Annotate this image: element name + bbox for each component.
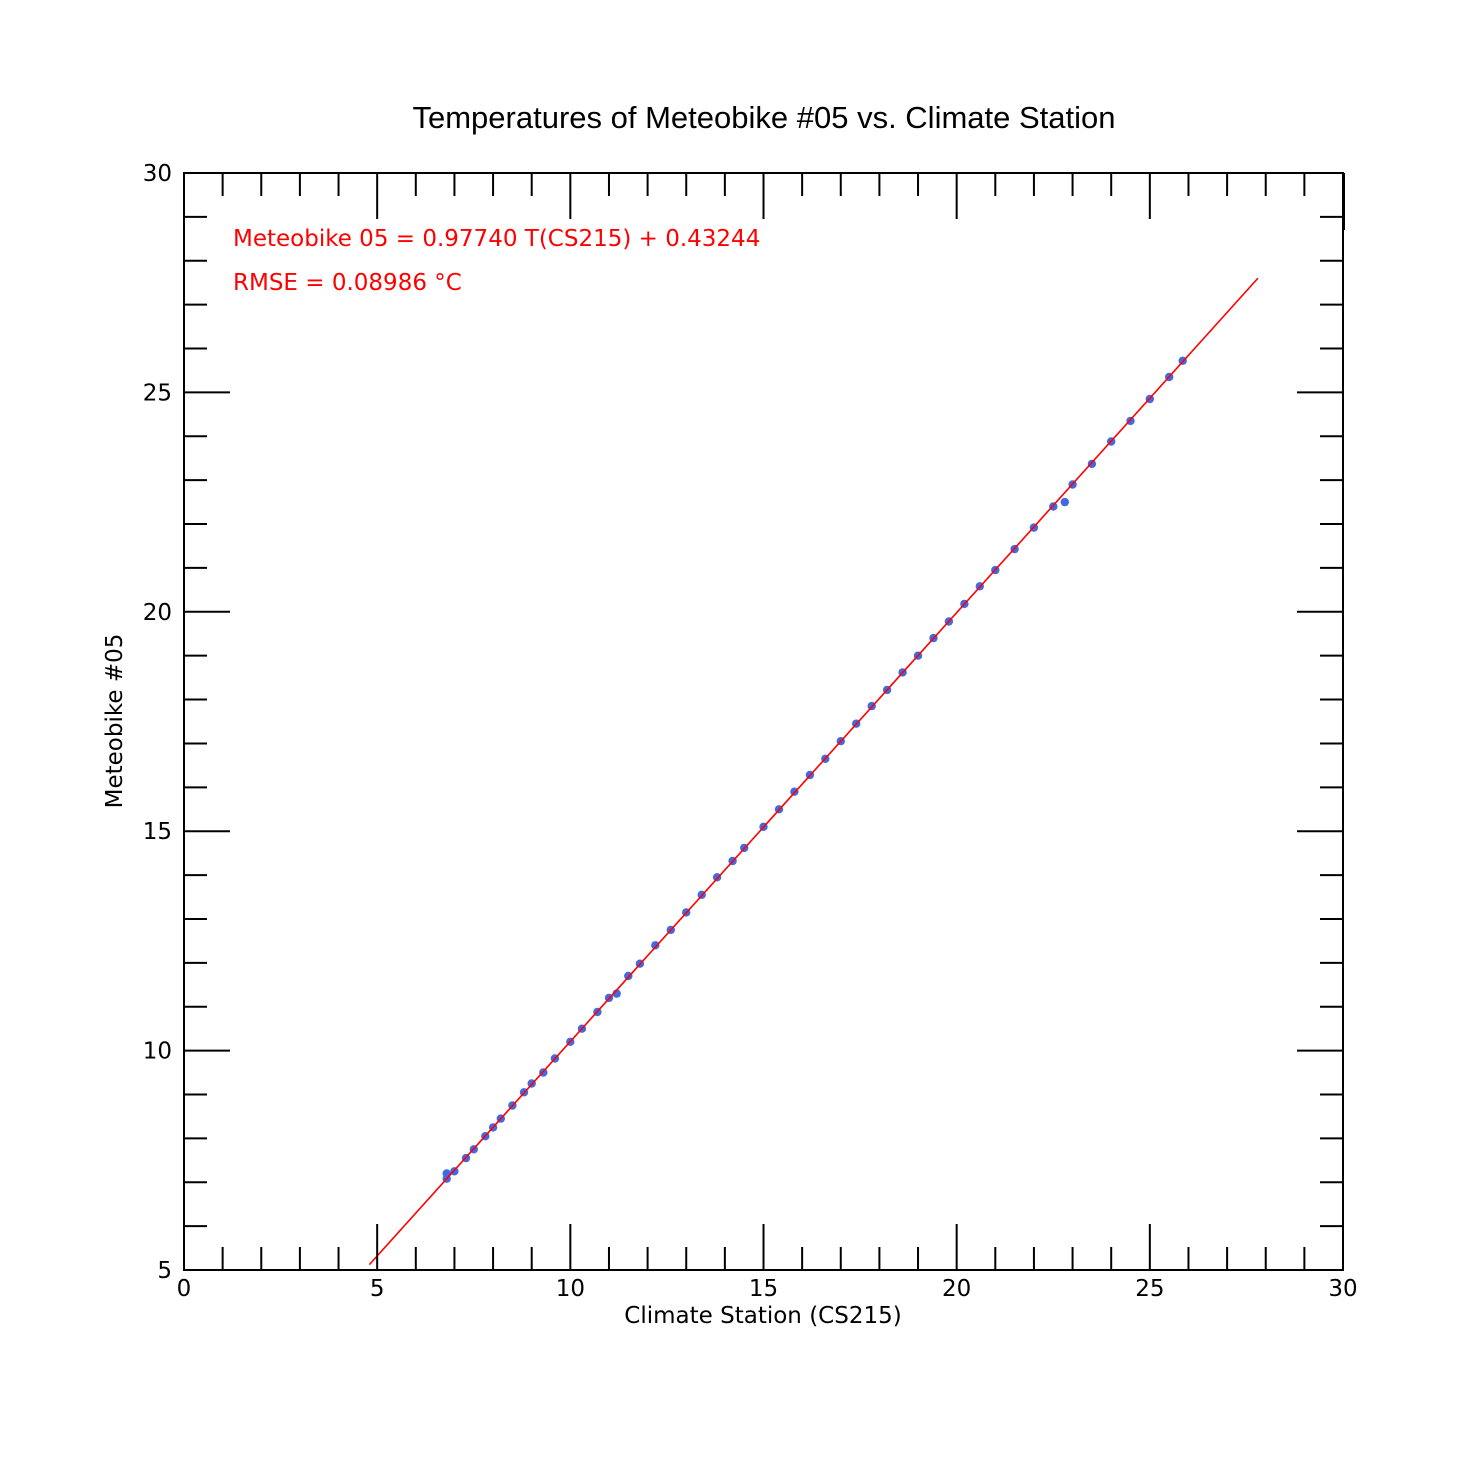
x-tick-label-15: 15 xyxy=(749,1276,778,1302)
y-tick-label-25: 25 xyxy=(143,380,172,406)
x-axis-label: Climate Station (CS215) xyxy=(624,1303,901,1329)
x-tick-label-0: 0 xyxy=(177,1276,192,1302)
x-tick-label-5: 5 xyxy=(370,1276,385,1302)
scatter-point-20 xyxy=(651,941,660,950)
x-tick-label-20: 20 xyxy=(942,1276,971,1302)
scatter-point-46 xyxy=(1060,497,1070,507)
y-tick-label-15: 15 xyxy=(143,819,172,845)
y-tick-labels: 5 10 15 20 25 30 xyxy=(143,161,172,1284)
axis-ticks xyxy=(183,172,1344,1271)
y-tick-label-30: 30 xyxy=(143,161,172,187)
x-tick-label-30: 30 xyxy=(1328,1276,1357,1302)
chart-title: Temperatures of Meteobike #05 vs. Climat… xyxy=(412,100,1115,135)
rmse-annotation: RMSE = 0.08986 °C xyxy=(233,270,462,296)
regression-equation: Meteobike 05 = 0.97740 T(CS215) + 0.4324… xyxy=(233,226,760,252)
y-tick-label-5: 5 xyxy=(157,1258,172,1284)
plot-frame xyxy=(183,172,1344,1271)
y-axis-label: Meteobike #05 xyxy=(102,634,128,809)
fit-line-layer xyxy=(368,277,1259,1266)
x-tick-labels: 0 5 10 15 20 25 30 xyxy=(177,1276,1358,1302)
x-tick-label-25: 25 xyxy=(1135,1276,1164,1302)
regression-line xyxy=(368,277,1259,1266)
y-tick-label-10: 10 xyxy=(143,1039,172,1065)
y-tick-label-20: 20 xyxy=(143,600,172,626)
x-tick-label-10: 10 xyxy=(556,1276,585,1302)
